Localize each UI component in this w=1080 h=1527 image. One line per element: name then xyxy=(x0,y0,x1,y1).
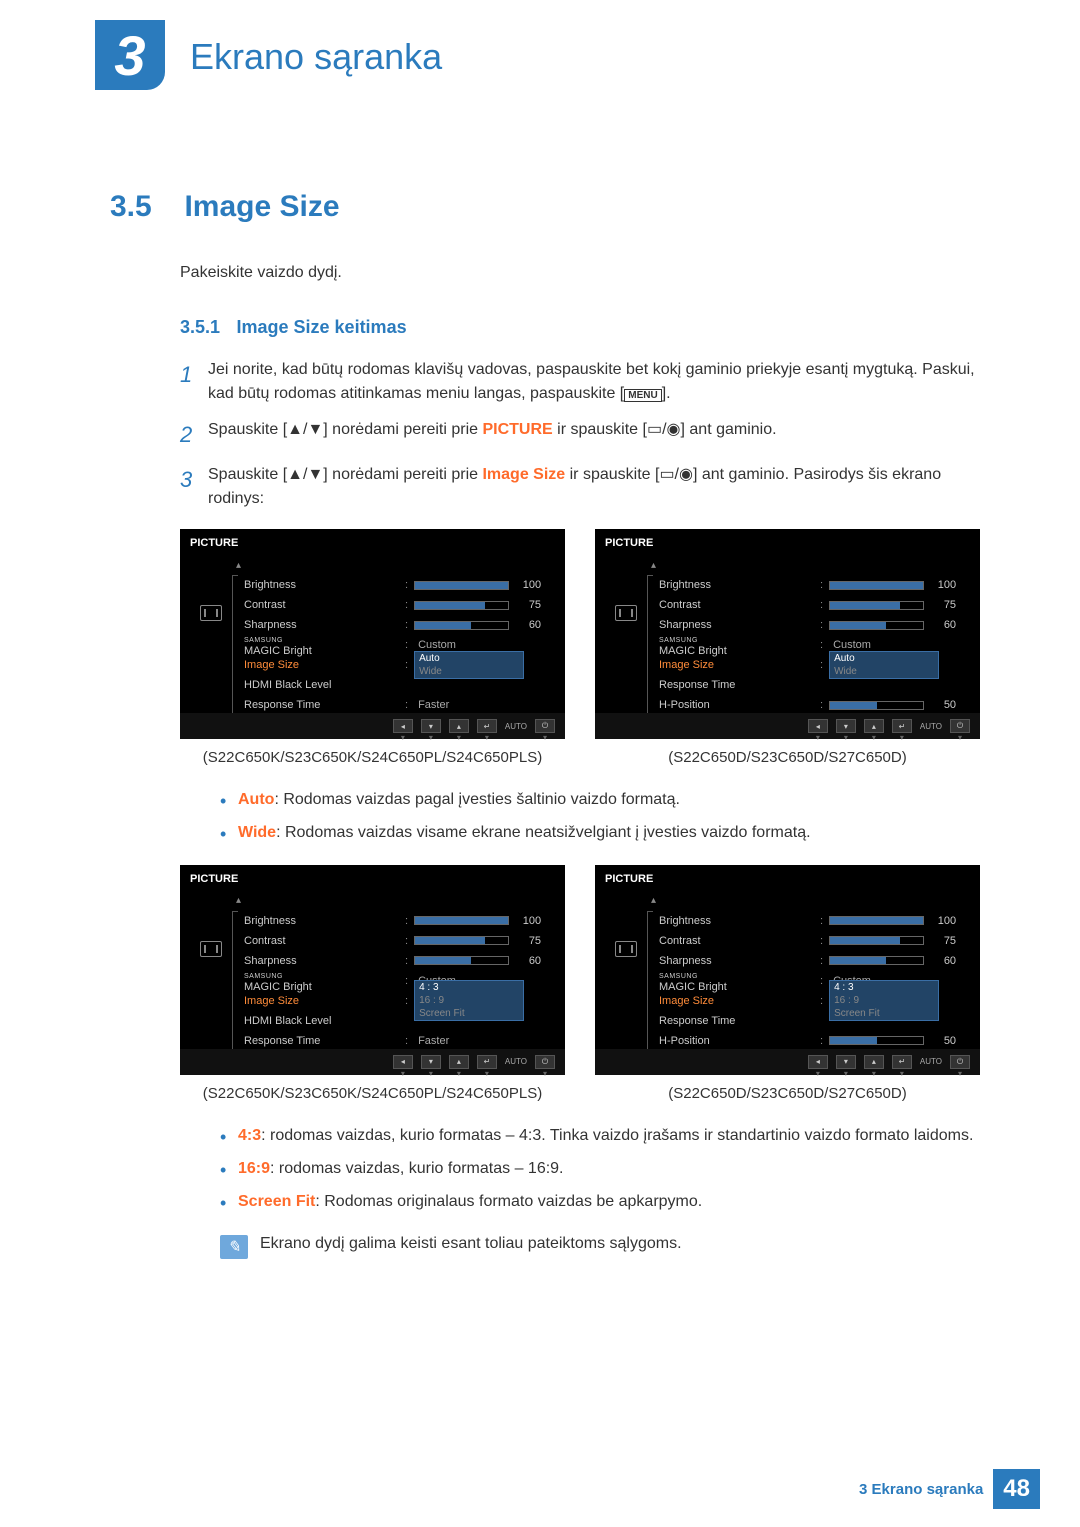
note-text: Ekrano dydį galima keisti esant toliau p… xyxy=(260,1235,682,1253)
step2-a: Spauskite [ xyxy=(208,421,287,438)
osd-caption-2: (S22C650D/S23C650D/S27C650D) xyxy=(595,747,980,768)
step3-b: ] norėdami pereiti prie xyxy=(323,466,482,483)
osd-footer: ◂ ▾ ▴ ↵ AUTO ⏻ xyxy=(180,713,565,739)
arrow-up-icon: ▴ xyxy=(232,560,241,571)
osd-row-1: PICTURE ▴ Brightness Contrast Sharpness … xyxy=(180,529,980,768)
step-num-1: 1 xyxy=(180,358,208,406)
osd-brightness: Brightness xyxy=(242,579,405,591)
osd-menu-4: PICTURE ▴ Brightness Contrast Sharpness … xyxy=(595,865,980,1075)
step-2: 2 Spauskite [▲/▼] norėdami pereiti prie … xyxy=(180,418,980,451)
osd-btn-up: ▴ xyxy=(449,719,469,733)
content: 3.5 Image Size Pakeiskite vaizdo dydį. 3… xyxy=(110,190,980,1259)
enter-icon: ▭/◉ xyxy=(659,463,693,487)
osd-caption-4: (S22C650D/S23C650D/S27C650D) xyxy=(595,1083,980,1104)
subsection-title: Image Size keitimas xyxy=(237,317,407,337)
osd-val-100: 100 xyxy=(515,579,541,591)
osd-header: PICTURE xyxy=(595,533,980,555)
step-1: 1 Jei norite, kad būtų rodomas klavišų v… xyxy=(180,358,980,406)
step2-picture: PICTURE xyxy=(482,421,552,438)
enter-icon: ▭/◉ xyxy=(647,418,681,442)
osd-caption-3: (S22C650K/S23C650K/S24C650PL/S24C650PLS) xyxy=(180,1083,565,1104)
updown-icon: ▲/▼ xyxy=(287,463,323,487)
bullet-sf-d: : Rodomas originalaus formato vaizdas be… xyxy=(315,1193,702,1210)
osd-val-50: 50 xyxy=(930,699,956,711)
step-num-3: 3 xyxy=(180,463,208,511)
bullet-43-d: : rodomas vaizdas, kurio formatas – 4:3.… xyxy=(261,1127,973,1144)
bullet-43-t: 4:3 xyxy=(238,1127,261,1144)
bullets-2: 4:3: rodomas vaizdas, kurio formatas – 4… xyxy=(220,1122,980,1216)
osd-menu-2: PICTURE ▴ Brightness Contrast Sharpness … xyxy=(595,529,980,739)
step-num-2: 2 xyxy=(180,418,208,451)
step1-text-b: ]. xyxy=(662,385,671,402)
bullet-wide-d: : Rodomas vaizdas visame ekrane neatsižv… xyxy=(276,824,810,841)
osd-sharpness: Sharpness xyxy=(242,619,405,631)
osd-custom: Custom xyxy=(414,639,456,651)
osd-btn-left: ◂ xyxy=(393,719,413,733)
osd-faster: Faster xyxy=(414,699,449,711)
osd-magic: SAMSUNGMAGIC Bright xyxy=(242,633,405,657)
osd-tab-icon xyxy=(615,605,637,621)
bullet-auto-t: Auto xyxy=(238,791,274,808)
step1-text-a: Jei norite, kad būtų rodomas klavišų vad… xyxy=(208,361,975,402)
osd-caption-1: (S22C650K/S23C650K/S24C650PL/S24C650PLS) xyxy=(180,747,565,768)
note-icon: ✎ xyxy=(220,1235,248,1259)
steps-list: 1 Jei norite, kad būtų rodomas klavišų v… xyxy=(180,358,980,511)
osd-imagesize: Image Size xyxy=(242,659,405,671)
bullet-169-t: 16:9 xyxy=(238,1160,270,1177)
step3-imagesize: Image Size xyxy=(482,466,565,483)
osd-btn-down: ▾ xyxy=(421,719,441,733)
osd-contrast: Contrast xyxy=(242,599,405,611)
bullet-169-d: : rodomas vaizdas, kurio formatas – 16:9… xyxy=(270,1160,563,1177)
step-3: 3 Spauskite [▲/▼] norėdami pereiti prie … xyxy=(180,463,980,511)
step2-e: ] ant gaminio. xyxy=(681,421,777,438)
osd-menu-1: PICTURE ▴ Brightness Contrast Sharpness … xyxy=(180,529,565,739)
updown-icon: ▲/▼ xyxy=(287,418,323,442)
footer-text: 3 Ekrano sąranka xyxy=(859,1481,983,1498)
osd-menu-3: PICTURE ▴ Brightness Contrast Sharpness … xyxy=(180,865,565,1075)
osd-val-60: 60 xyxy=(515,619,541,631)
step2-d: ir spauskite [ xyxy=(553,421,647,438)
bullet-sf-t: Screen Fit xyxy=(238,1193,315,1210)
step3-d: ir spauskite [ xyxy=(565,466,659,483)
osd-dropdown: AutoWide xyxy=(414,651,524,679)
chapter-badge: 3 xyxy=(95,20,165,90)
osd-footer: ◂▾▴↵AUTO⏻ xyxy=(595,713,980,739)
osd-header: PICTURE xyxy=(180,533,565,555)
step2-b: ] norėdami pereiti prie xyxy=(323,421,482,438)
footer-page: 48 xyxy=(993,1469,1040,1509)
osd-btn-power: ⏻ xyxy=(535,719,555,733)
subsection-heading: 3.5.1 Image Size keitimas xyxy=(180,317,980,338)
osd-hdmi: HDMI Black Level xyxy=(242,679,405,691)
osd-btn-enter: ↵ xyxy=(477,719,497,733)
section-title: Image Size xyxy=(184,190,339,223)
subsection-number: 3.5.1 xyxy=(180,317,220,337)
osd-val-75: 75 xyxy=(515,599,541,611)
note-row: ✎ Ekrano dydį galima keisti esant toliau… xyxy=(220,1235,980,1259)
osd-row-2: PICTURE ▴ Brightness Contrast Sharpness … xyxy=(180,865,980,1104)
chapter-title: Ekrano sąranka xyxy=(190,36,442,78)
osd-tab-icon xyxy=(200,605,222,621)
menu-icon: MENU xyxy=(624,389,661,402)
section-intro: Pakeiskite vaizdo dydį. xyxy=(180,264,980,282)
step3-a: Spauskite [ xyxy=(208,466,287,483)
osd-response: Response Time xyxy=(242,699,405,711)
section-heading: 3.5 Image Size xyxy=(110,190,980,224)
page-footer: 3 Ekrano sąranka 48 xyxy=(859,1469,1040,1509)
section-number: 3.5 xyxy=(110,190,180,224)
osd-hpos: H-Position xyxy=(657,699,820,711)
bullets-1: Auto: Rodomas vaizdas pagal įvesties šal… xyxy=(220,786,980,846)
bullet-wide-t: Wide xyxy=(238,824,276,841)
osd-btn-auto: AUTO xyxy=(505,722,527,731)
bullet-auto-d: : Rodomas vaizdas pagal įvesties šaltini… xyxy=(274,791,680,808)
